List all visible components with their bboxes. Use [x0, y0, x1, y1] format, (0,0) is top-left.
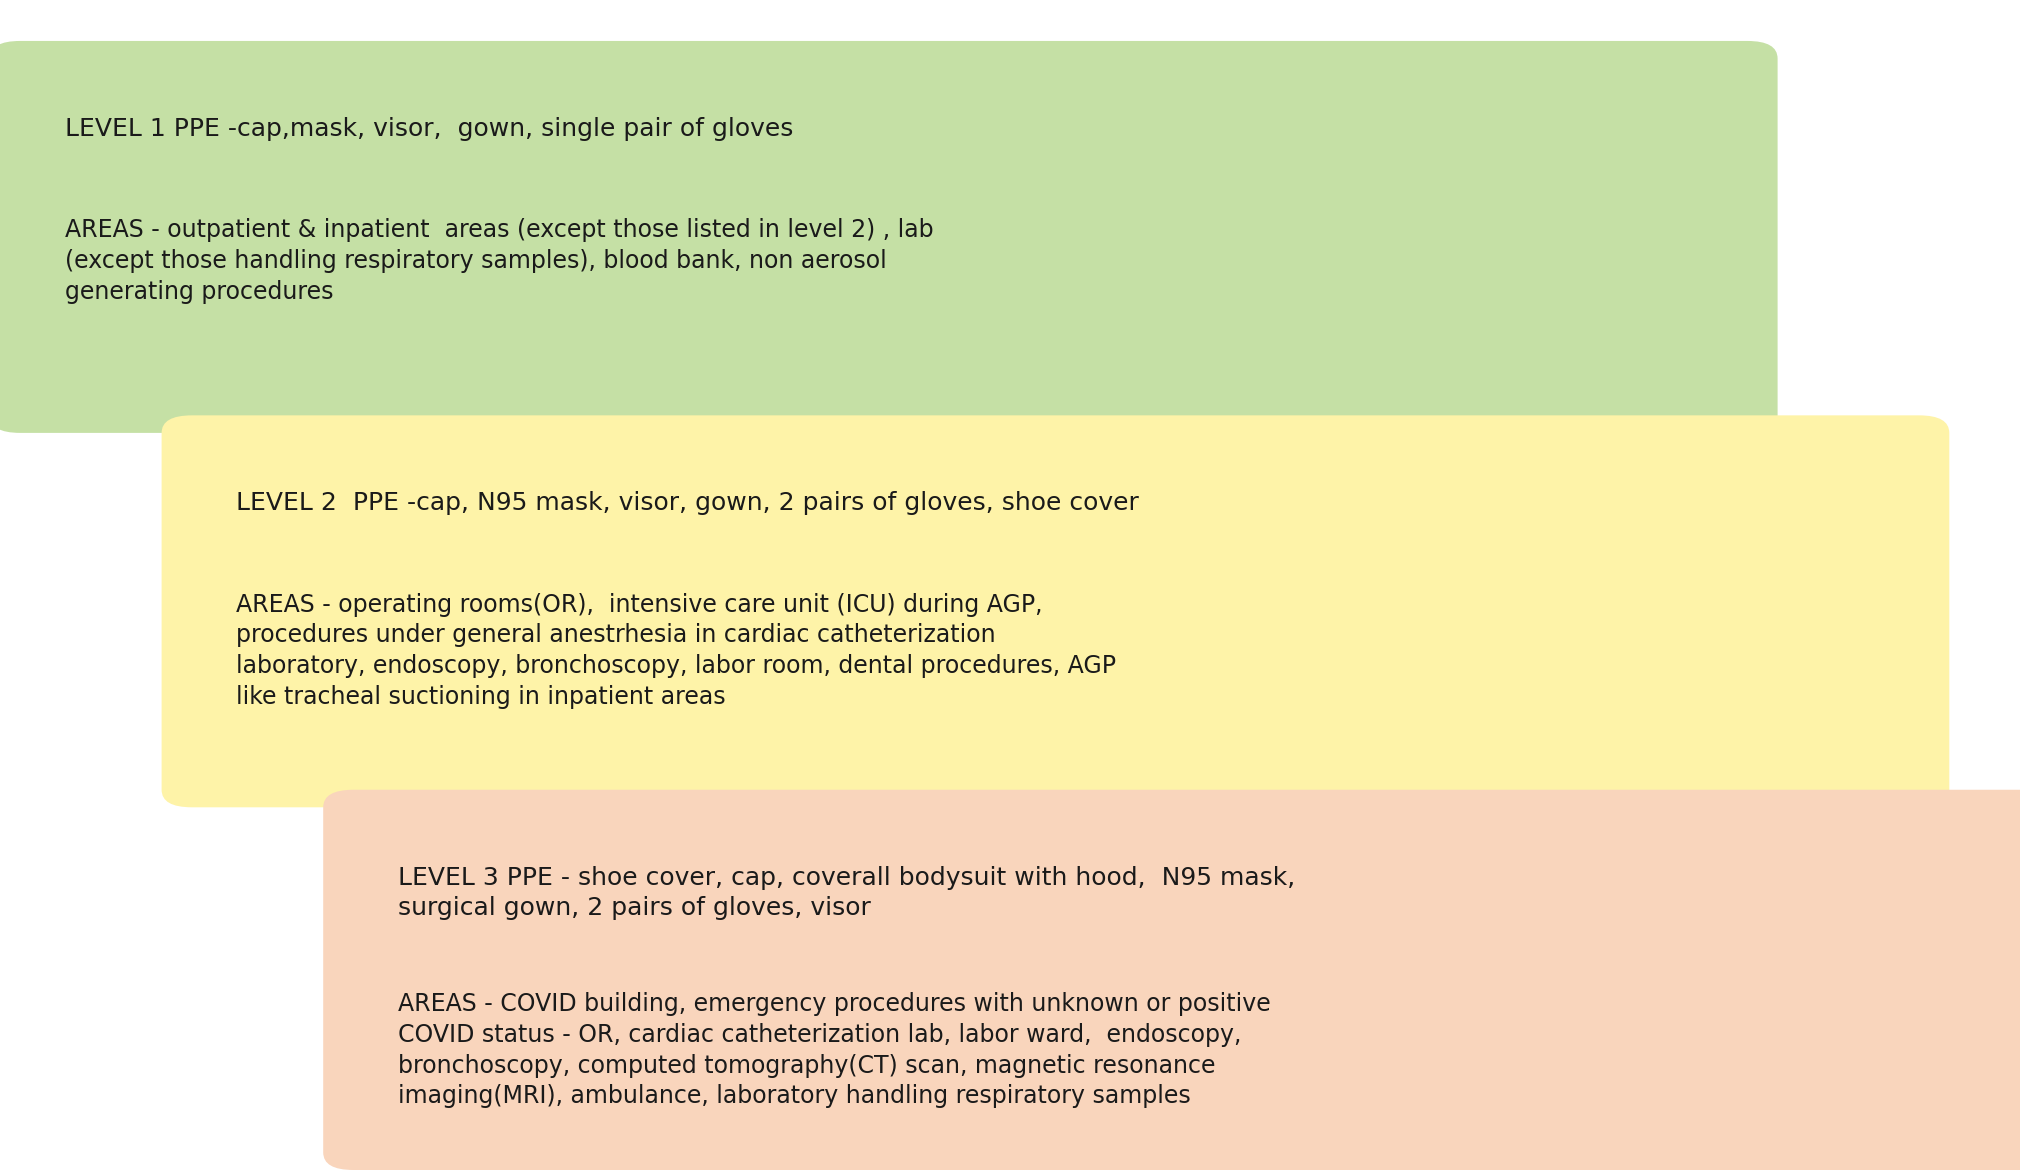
- Text: AREAS - outpatient & inpatient  areas (except those listed in level 2) , lab
(ex: AREAS - outpatient & inpatient areas (ex…: [65, 219, 933, 303]
- Text: LEVEL 2  PPE -cap, N95 mask, visor, gown, 2 pairs of gloves, shoe cover: LEVEL 2 PPE -cap, N95 mask, visor, gown,…: [236, 491, 1139, 516]
- FancyBboxPatch shape: [162, 415, 1949, 807]
- FancyBboxPatch shape: [323, 790, 2020, 1170]
- Polygon shape: [1656, 790, 1899, 1152]
- Text: AREAS - COVID building, emergency procedures with unknown or positive
COVID stat: AREAS - COVID building, emergency proced…: [398, 992, 1271, 1108]
- Text: AREAS - operating rooms(OR),  intensive care unit (ICU) during AGP,
procedures u: AREAS - operating rooms(OR), intensive c…: [236, 593, 1117, 709]
- Text: LEVEL 3 PPE - shoe cover, cap, coverall bodysuit with hood,  N95 mask,
surgical : LEVEL 3 PPE - shoe cover, cap, coverall …: [398, 866, 1295, 921]
- Polygon shape: [1485, 415, 1727, 784]
- Text: LEVEL 1 PPE -cap,mask, visor,  gown, single pair of gloves: LEVEL 1 PPE -cap,mask, visor, gown, sing…: [65, 117, 794, 142]
- FancyBboxPatch shape: [0, 41, 1778, 433]
